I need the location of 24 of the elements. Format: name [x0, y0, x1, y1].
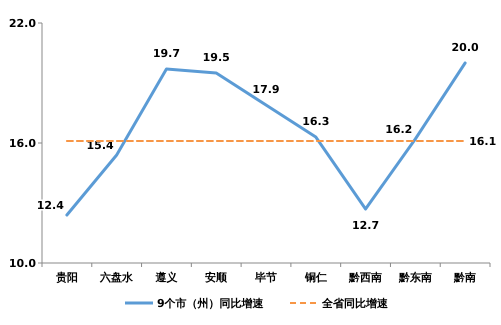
data-label: 17.9	[252, 83, 280, 96]
x-tick-label: 黔西南	[348, 271, 382, 284]
data-label: 16.1	[469, 135, 496, 148]
data-label: 12.4	[36, 199, 64, 212]
data-label: 19.7	[152, 47, 180, 60]
y-tick-label: 10.0	[8, 257, 36, 270]
y-tick-label: 16.0	[8, 137, 36, 150]
x-tick-label: 黔东南	[398, 271, 432, 284]
x-tick-label: 贵阳	[54, 271, 78, 284]
line-series	[65, 62, 467, 216]
legend-label: 全省同比增速	[321, 297, 389, 310]
x-tick-label: 安顺	[205, 271, 228, 284]
data-label: 16.3	[302, 115, 330, 128]
y-tick-label: 22.0	[8, 17, 36, 30]
x-tick-label: 遵义	[154, 271, 178, 284]
legend-label: 9个市（州）同比增速	[157, 297, 265, 310]
x-tick-label: 毕节	[254, 271, 277, 284]
x-tick-label: 黔南	[453, 271, 476, 284]
x-tick-label: 六盘水	[99, 271, 134, 284]
data-label: 20.0	[452, 41, 480, 54]
data-label: 12.7	[352, 219, 380, 232]
data-label: 19.5	[202, 51, 230, 64]
data-label: 16.2	[385, 123, 412, 136]
x-tick-label: 铜仁	[304, 271, 327, 284]
